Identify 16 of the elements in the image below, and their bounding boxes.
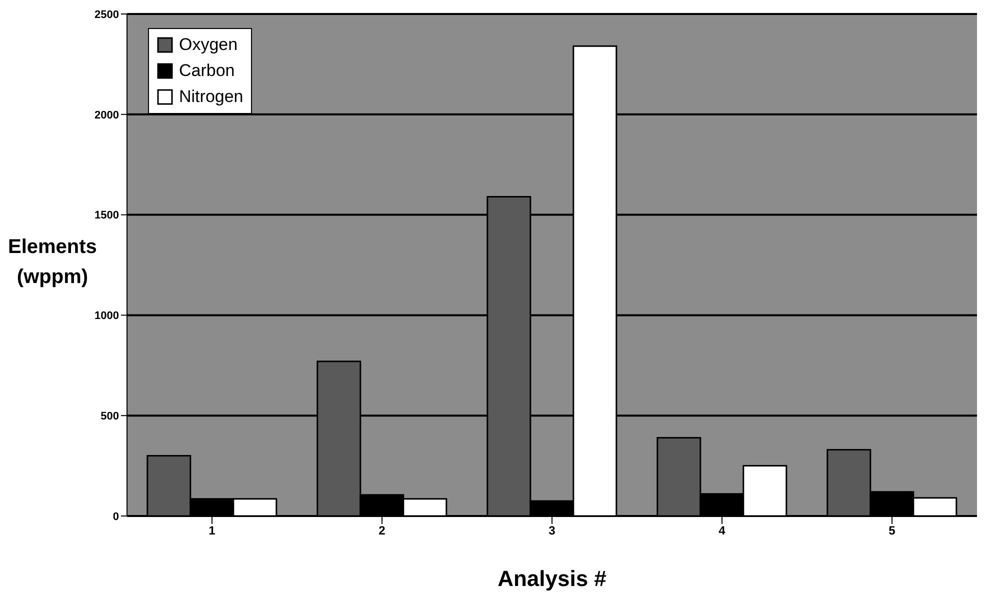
legend-label: Oxygen: [179, 35, 238, 55]
y-axis-title: Elements (wppm): [8, 235, 97, 290]
legend-label: Carbon: [179, 61, 235, 81]
x-tick-label: 3: [548, 524, 556, 538]
y-tick-label: 2500: [94, 8, 119, 21]
y-tick-label: 0: [112, 510, 119, 523]
x-tick-label: 4: [718, 524, 726, 538]
x-tick-label: 5: [888, 524, 896, 538]
x-tick-label: 1: [208, 524, 216, 538]
x-tick-label: 2: [378, 524, 386, 538]
x-axis-title: Analysis #: [498, 566, 606, 591]
y-tick-label: 1500: [94, 210, 119, 222]
y-tick-label: 2000: [94, 109, 119, 122]
y-tick-label: 500: [100, 410, 119, 423]
legend-label: Nitrogen: [179, 87, 244, 107]
y-tick-label: 1000: [94, 310, 119, 322]
